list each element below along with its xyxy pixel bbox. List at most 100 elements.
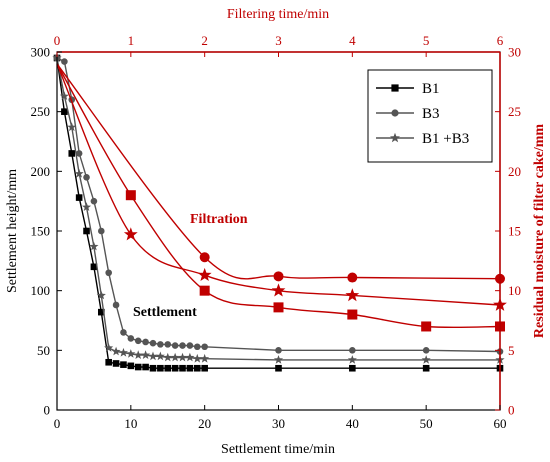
settlement-point-b1-b3 [111, 346, 121, 356]
x-top-tick-label: 2 [201, 33, 208, 48]
y-left-tick-label: 0 [44, 403, 51, 418]
settlement-point-b3 [171, 342, 179, 349]
y-right-tick-label: 15 [508, 224, 521, 239]
settlement-point-b1-b3 [155, 351, 165, 361]
x-axis-top-label: Filtering time/min [227, 7, 329, 22]
settlement-point-b3 [164, 341, 172, 348]
settlement-point-b1 [275, 364, 282, 372]
settlement-point-b1 [83, 227, 90, 235]
legend-label-b1: B1 [422, 81, 440, 97]
settlement-point-b1 [186, 364, 194, 372]
filtration-point-b3 [347, 272, 358, 283]
legend-marker-b3 [391, 109, 399, 117]
x-top-tick-label: 1 [128, 33, 135, 48]
x-bottom-tick-label: 30 [272, 416, 285, 431]
annotation-filtration: Filtration [190, 212, 248, 227]
y-left-tick-label: 250 [31, 104, 51, 119]
x-top-tick-label: 6 [497, 33, 504, 48]
settlement-point-b3 [157, 341, 164, 348]
settlement-point-b1 [75, 194, 83, 201]
filtration-point-b1-b3 [271, 283, 286, 297]
settlement-point-b1-b3 [126, 349, 136, 358]
filtration-point-b3 [273, 271, 284, 282]
settlement-point-b3 [98, 227, 105, 235]
settlement-point-b1 [193, 364, 201, 372]
settlement-point-b1-b3 [163, 352, 173, 362]
filtration-point-b1 [125, 190, 136, 201]
settlement-point-b1-b3 [67, 122, 77, 132]
settlement-point-b3 [105, 269, 112, 277]
filtration-point-b1-b3 [197, 267, 212, 281]
y-right-tick-label: 0 [508, 403, 515, 418]
settlement-point-b1 [171, 364, 179, 372]
x-bottom-tick-label: 10 [124, 416, 137, 431]
filtration-point-b1 [273, 302, 284, 313]
settlement-point-b3 [134, 337, 142, 345]
settlement-point-b3 [83, 174, 90, 181]
settlement-point-b1 [201, 364, 208, 372]
settlement-point-b3 [61, 58, 68, 65]
settlement-point-b3 [149, 339, 157, 347]
y-right-tick-label: 20 [508, 164, 521, 179]
legend: B1 B3 B1 +B3 [367, 69, 493, 163]
settlement-point-b1-b3 [170, 352, 180, 362]
settlement-point-b3 [112, 301, 120, 309]
settlement-point-b1 [349, 364, 356, 372]
x-bottom-tick-label: 40 [346, 416, 359, 431]
x-top-tick-label: 4 [349, 33, 356, 48]
settlement-point-b3 [275, 347, 282, 354]
y-right-tick-label: 10 [508, 283, 521, 298]
filtration-point-b1 [347, 309, 358, 320]
settlement-point-b3 [120, 329, 127, 336]
settlement-point-b1 [61, 108, 68, 115]
filtration-point-b1 [199, 285, 210, 296]
settlement-point-b3 [349, 347, 356, 354]
y-left-tick-label: 50 [37, 343, 50, 358]
y-axis-left-label: Settlement height/mm [5, 169, 20, 293]
filtration-point-b1-b3 [123, 227, 138, 241]
x-bottom-tick-label: 20 [198, 416, 211, 431]
settlement-point-b1-b3 [96, 290, 106, 300]
y-left-tick-label: 200 [31, 164, 51, 179]
settlement-point-b1-b3 [89, 241, 99, 251]
settlement-series-group [52, 53, 505, 372]
y-right-tick-label: 30 [508, 45, 521, 60]
settlement-point-b3 [179, 342, 186, 349]
axes-group: 0 10 20 30 40 50 600 1 2 3 4 5 605010015020025030005… [31, 33, 522, 431]
x-top-tick-label: 5 [423, 33, 430, 48]
filtration-point-b3 [199, 252, 210, 263]
settlement-point-b1-b3 [347, 355, 357, 364]
legend-label-b1-b3: B1 +B3 [422, 131, 469, 147]
x-bottom-tick-label: 0 [54, 416, 61, 431]
y-right-tick-label: 25 [508, 104, 521, 119]
settlement-point-b1 [164, 364, 172, 372]
settlement-point-b1-b3 [133, 350, 143, 359]
settlement-point-b1-b3 [82, 202, 92, 211]
settlement-point-b1 [157, 364, 164, 372]
x-top-tick-label: 0 [54, 33, 61, 48]
settlement-point-b1 [142, 363, 149, 371]
settlement-point-b3 [90, 197, 98, 205]
settlement-point-b1-b3 [74, 168, 84, 178]
settlement-point-b3 [193, 343, 201, 351]
filtration-point-b1 [421, 321, 432, 332]
y-axis-right-label: Residual moisture of filter cake/mm [532, 124, 547, 338]
filtration-line-b3 [56, 63, 501, 280]
settlement-point-b1 [422, 364, 430, 372]
settlement-point-b1 [134, 363, 142, 371]
settlement-point-b1-b3 [118, 347, 128, 357]
settlement-point-b1 [98, 308, 105, 316]
legend-label-b3: B3 [422, 106, 440, 122]
annotation-settlement: Settlement [133, 305, 197, 320]
settlement-point-b1 [68, 150, 76, 157]
settlement-point-b3 [127, 335, 135, 342]
settlement-point-b3 [142, 338, 149, 346]
settlement-point-b3 [75, 150, 83, 157]
y-left-tick-label: 150 [31, 224, 51, 239]
settlement-point-b1 [127, 362, 135, 370]
settlement-point-b1 [105, 358, 112, 366]
y-right-tick-label: 5 [508, 343, 515, 358]
filtration-line-b1-b3 [56, 63, 501, 306]
settlement-point-b1 [90, 263, 98, 271]
settlement-point-b1 [149, 364, 157, 372]
